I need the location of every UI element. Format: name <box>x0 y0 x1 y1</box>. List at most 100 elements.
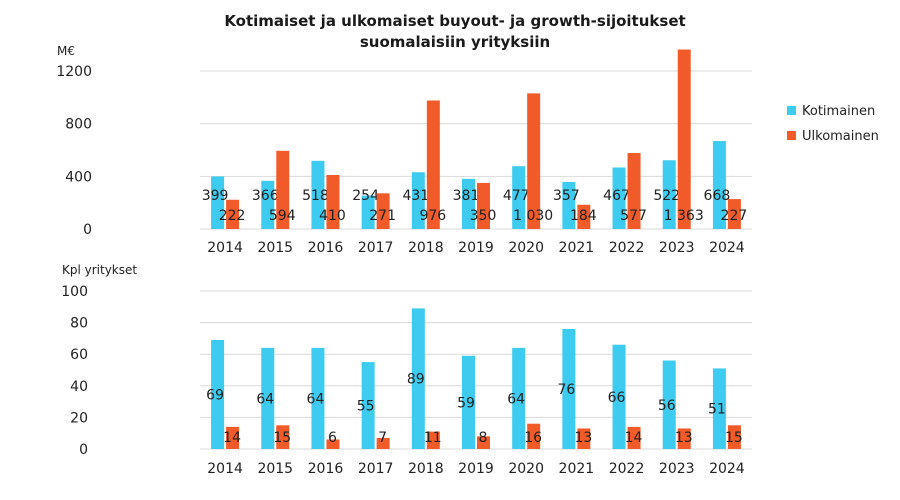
x-tick-label: 2017 <box>358 240 394 256</box>
x-tick-label: 2017 <box>358 461 394 477</box>
y-axis-unit-label: Kpl yritykset <box>62 263 137 277</box>
data-label-ulkomainen: 1 363 <box>664 208 704 224</box>
data-label-kotimainen: 668 <box>704 188 731 204</box>
legend-swatch-ulkomainen <box>787 131 796 140</box>
data-label-ulkomainen: 14 <box>223 430 241 446</box>
data-label-kotimainen: 76 <box>557 382 575 398</box>
bar-kotimainen <box>211 176 225 229</box>
bar-ulkomainen <box>276 150 290 229</box>
legend-swatch-kotimainen <box>787 106 796 115</box>
bar-kotimainen <box>462 355 475 449</box>
data-label-ulkomainen: 577 <box>620 208 647 224</box>
x-tick-label: 2023 <box>659 461 695 477</box>
bar-kotimainen <box>311 160 325 229</box>
legend-label-kotimainen: Kotimainen <box>802 104 875 119</box>
y-tick-label: 0 <box>83 222 92 238</box>
x-tick-label: 2024 <box>709 461 745 477</box>
data-label-kotimainen: 399 <box>202 188 229 204</box>
data-label-ulkomainen: 13 <box>675 430 693 446</box>
data-label-ulkomainen: 8 <box>479 430 488 446</box>
bar-kotimainen <box>562 181 576 229</box>
data-label-kotimainen: 366 <box>252 188 279 204</box>
bar-kotimainen <box>462 178 475 229</box>
bar-ulkomainen <box>677 428 691 449</box>
x-tick-label: 2018 <box>408 461 444 477</box>
bar-ulkomainen <box>226 199 240 229</box>
bar-kotimainen <box>311 347 325 449</box>
data-label-ulkomainen: 1 030 <box>513 208 553 224</box>
x-tick-label: 2022 <box>609 240 645 256</box>
x-tick-label: 2024 <box>709 240 745 256</box>
bar-kotimainen <box>361 362 375 449</box>
bar-kotimainen <box>512 166 526 229</box>
bar-ulkomainen <box>326 175 340 229</box>
data-label-ulkomainen: 14 <box>625 430 643 446</box>
data-label-kotimainen: 56 <box>658 398 676 414</box>
bar-ulkomainen <box>577 204 591 229</box>
data-label-ulkomainen: 227 <box>721 208 748 224</box>
bar-kotimainen <box>662 360 676 449</box>
chart-title-line2: suomalaisiin yrityksiin <box>360 33 550 51</box>
bar-ulkomainen <box>426 431 440 449</box>
data-label-kotimainen: 64 <box>256 391 274 407</box>
y-tick-label: 20 <box>70 410 88 426</box>
y-tick-label: 60 <box>70 347 88 363</box>
x-tick-label: 2018 <box>408 240 444 256</box>
data-label-ulkomainen: 11 <box>424 430 442 446</box>
y-tick-label: 1200 <box>56 64 92 80</box>
data-label-kotimainen: 89 <box>407 372 425 388</box>
data-label-ulkomainen: 13 <box>574 430 592 446</box>
bar-ulkomainen <box>477 436 490 449</box>
data-label-ulkomainen: 16 <box>524 430 542 446</box>
x-tick-label: 2014 <box>207 240 243 256</box>
bar-ulkomainen <box>627 153 641 229</box>
data-label-kotimainen: 518 <box>302 188 329 204</box>
bar-kotimainen <box>361 195 375 229</box>
data-label-ulkomainen: 976 <box>419 208 446 224</box>
data-label-kotimainen: 66 <box>608 390 626 406</box>
bar-ulkomainen <box>326 439 340 449</box>
bar-ulkomainen <box>627 426 641 449</box>
x-tick-label: 2020 <box>508 461 544 477</box>
bar-ulkomainen <box>677 49 691 230</box>
data-label-kotimainen: 431 <box>402 188 429 204</box>
bar-ulkomainen <box>276 425 290 449</box>
bar-kotimainen <box>562 328 576 449</box>
data-label-kotimainen: 381 <box>453 188 480 204</box>
data-label-kotimainen: 55 <box>357 399 375 415</box>
data-label-kotimainen: 51 <box>708 402 726 418</box>
bar-kotimainen <box>612 167 626 229</box>
x-tick-label: 2021 <box>559 461 595 477</box>
bar-ulkomainen <box>527 93 541 229</box>
bar-ulkomainen <box>577 428 591 449</box>
bar-kotimainen <box>712 368 726 449</box>
y-tick-label: 40 <box>70 379 88 395</box>
amount-panel: M€ 0 400 800 1200 399 222 2014 366 594 2015 518 410 2… <box>56 44 752 256</box>
y-tick-label: 100 <box>61 284 88 300</box>
data-label-ulkomainen: 7 <box>378 430 387 446</box>
legend: Kotimainen Ulkomainen <box>787 104 879 144</box>
data-label-ulkomainen: 410 <box>319 208 346 224</box>
x-tick-label: 2016 <box>308 240 344 256</box>
bar-kotimainen <box>662 160 676 229</box>
data-label-ulkomainen: 594 <box>269 208 296 224</box>
legend-label-ulkomainen: Ulkomainen <box>802 129 879 144</box>
bar-ulkomainen <box>376 193 390 229</box>
data-label-ulkomainen: 15 <box>725 430 743 446</box>
bar-ulkomainen <box>727 199 741 229</box>
data-label-kotimainen: 64 <box>507 391 525 407</box>
x-tick-label: 2020 <box>508 240 544 256</box>
y-tick-label: 80 <box>70 316 88 332</box>
data-label-ulkomainen: 15 <box>273 430 291 446</box>
bar-ulkomainen <box>527 423 541 449</box>
bar-kotimainen <box>261 347 275 449</box>
x-tick-label: 2019 <box>458 240 494 256</box>
x-tick-label: 2014 <box>207 461 243 477</box>
x-tick-label: 2016 <box>308 461 344 477</box>
data-label-kotimainen: 357 <box>553 188 580 204</box>
data-label-kotimainen: 477 <box>503 188 530 204</box>
data-label-kotimainen: 64 <box>307 391 325 407</box>
data-label-ulkomainen: 350 <box>470 208 497 224</box>
data-label-kotimainen: 254 <box>352 188 379 204</box>
